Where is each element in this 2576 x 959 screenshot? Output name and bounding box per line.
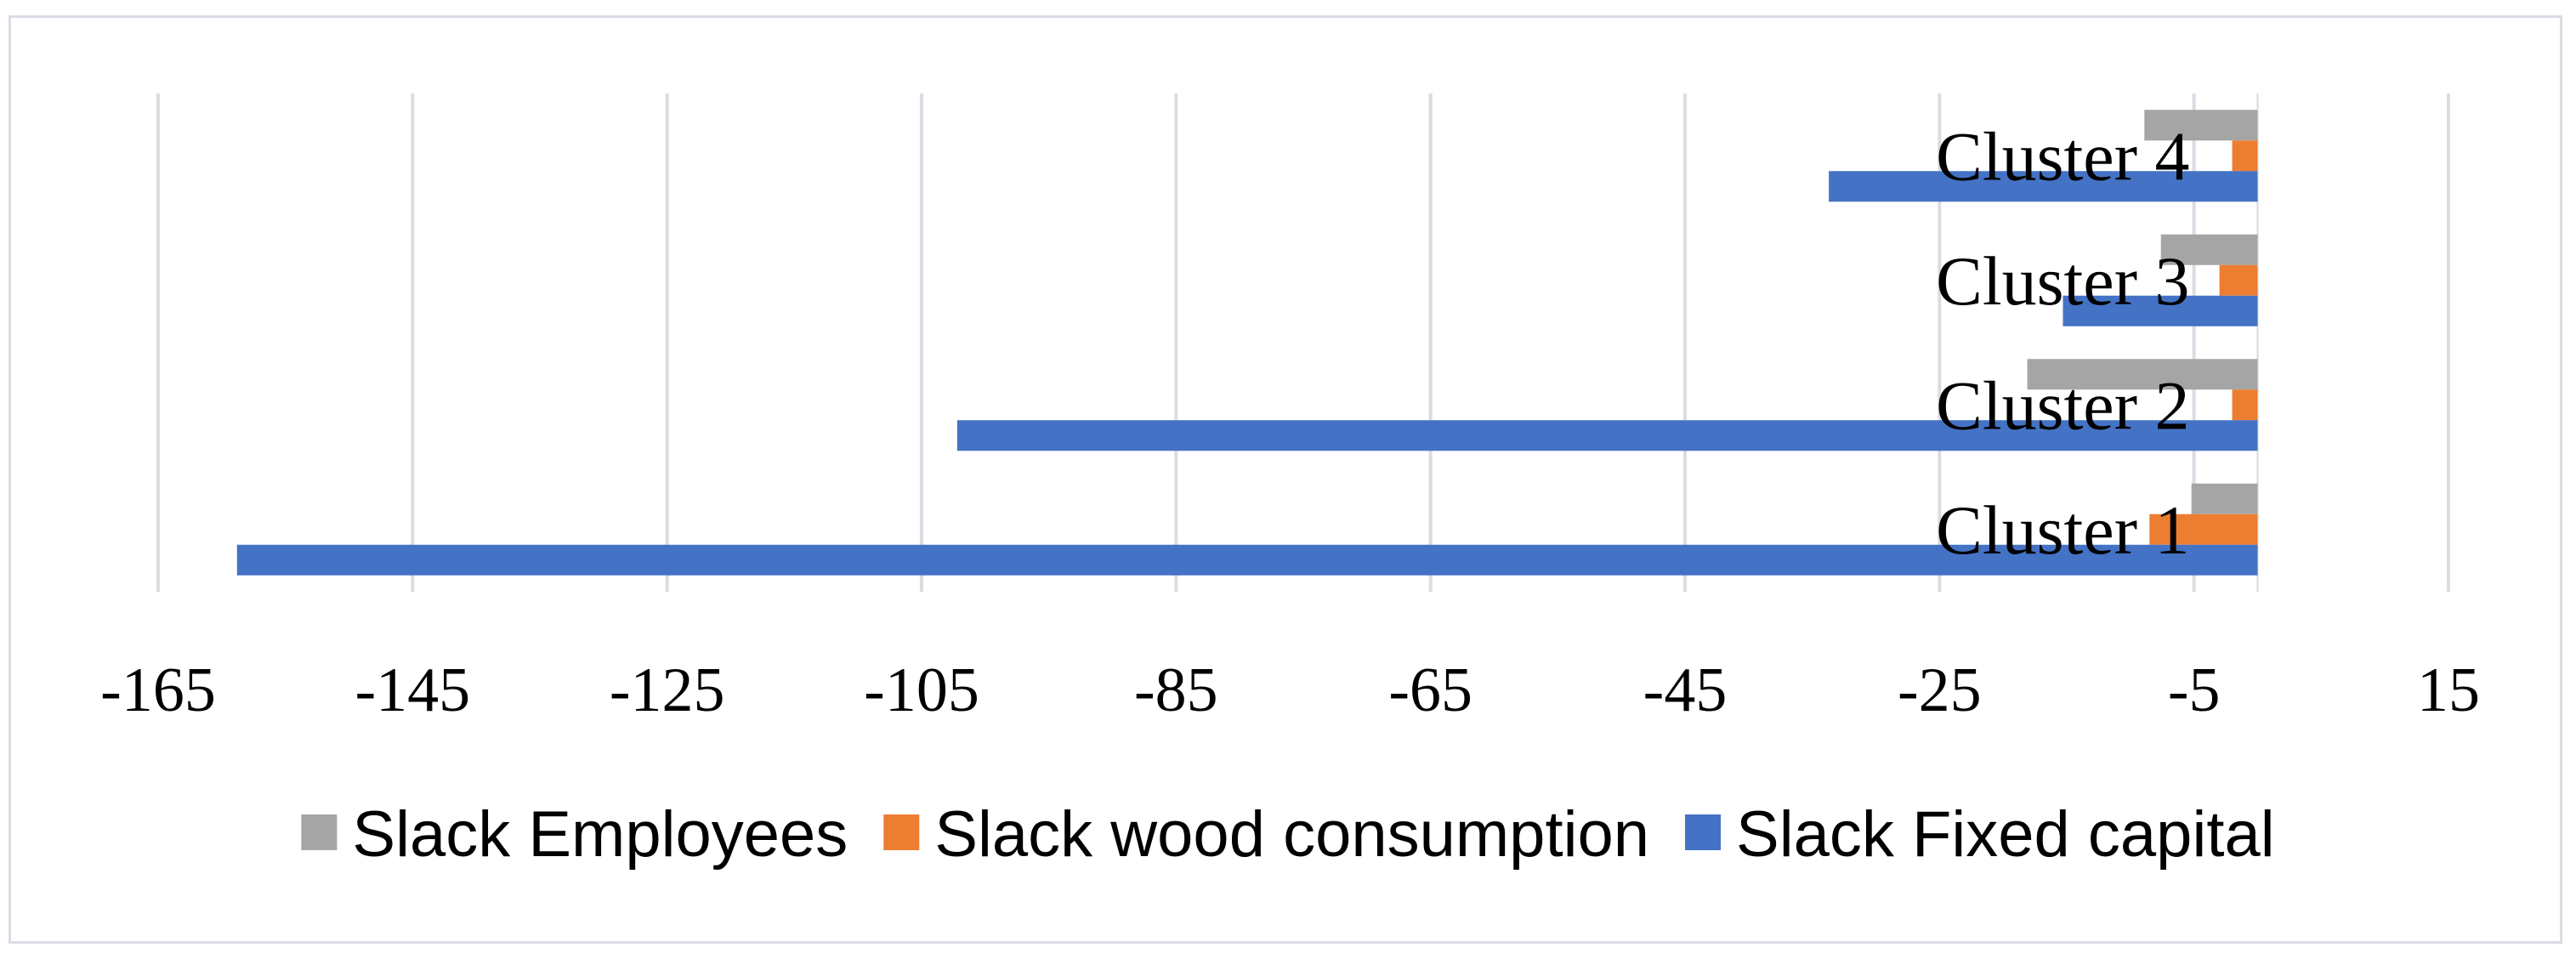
legend-item: Slack Employees [301, 798, 848, 871]
bar-slack-employees-cluster-1 [2191, 483, 2258, 514]
bar-slack-fixed-capital-cluster-4 [1829, 171, 2258, 202]
bar-slack-fixed-capital-cluster-2 [956, 420, 2258, 451]
bar-slack-wood-consumption-cluster-2 [2232, 389, 2258, 421]
bar-slack-wood-consumption-cluster-4 [2232, 140, 2258, 172]
x-tick-label: -125 [610, 655, 725, 725]
x-axis-ticks: -165 -145 -125 -105 -85 -65 -45 -25 -5 15 [100, 655, 2480, 725]
x-tick-label: -165 [100, 655, 216, 725]
legend-swatch [301, 814, 338, 850]
legend-item: Slack Fixed capital [1685, 798, 2275, 871]
legend-swatch [1685, 814, 1721, 850]
category-labels: Cluster 1 Cluster 2 Cluster 3 Cluster 4 [1936, 117, 2189, 569]
x-tick-label: -145 [355, 655, 471, 725]
bar-slack-fixed-capital-cluster-3 [2063, 295, 2258, 326]
category-label: Cluster 1 [1936, 491, 2189, 569]
x-tick-label: -25 [1898, 655, 1982, 725]
legend: Slack Employees Slack wood consumption Sla… [301, 798, 2275, 871]
category-label: Cluster 4 [1936, 117, 2189, 195]
category-label: Cluster 2 [1936, 366, 2189, 444]
category-label: Cluster 3 [1936, 242, 2189, 320]
bar-slack-wood-consumption-cluster-1 [2149, 514, 2258, 545]
chart-frame [9, 15, 2562, 944]
bar-slack-fixed-capital-cluster-1 [236, 544, 2258, 576]
x-tick-label: -85 [1134, 655, 1218, 725]
legend-label: Slack wood consumption [934, 798, 1649, 871]
legend-item: Slack wood consumption [883, 798, 1649, 871]
x-tick-label: -5 [2168, 655, 2221, 725]
bar-slack-employees-cluster-2 [2027, 359, 2258, 390]
x-tick-label: -65 [1388, 655, 1472, 725]
legend-label: Slack Fixed capital [1736, 798, 2275, 871]
bar-slack-employees-cluster-3 [2160, 234, 2258, 265]
x-tick-label: 15 [2417, 655, 2480, 725]
bars [236, 110, 2258, 576]
x-tick-label: -45 [1643, 655, 1728, 725]
bar-slack-employees-cluster-4 [2144, 110, 2258, 141]
legend-swatch [883, 814, 920, 850]
x-tick-label: -105 [864, 655, 979, 725]
bar-slack-wood-consumption-cluster-3 [2219, 264, 2258, 296]
legend-label: Slack Employees [352, 798, 848, 871]
